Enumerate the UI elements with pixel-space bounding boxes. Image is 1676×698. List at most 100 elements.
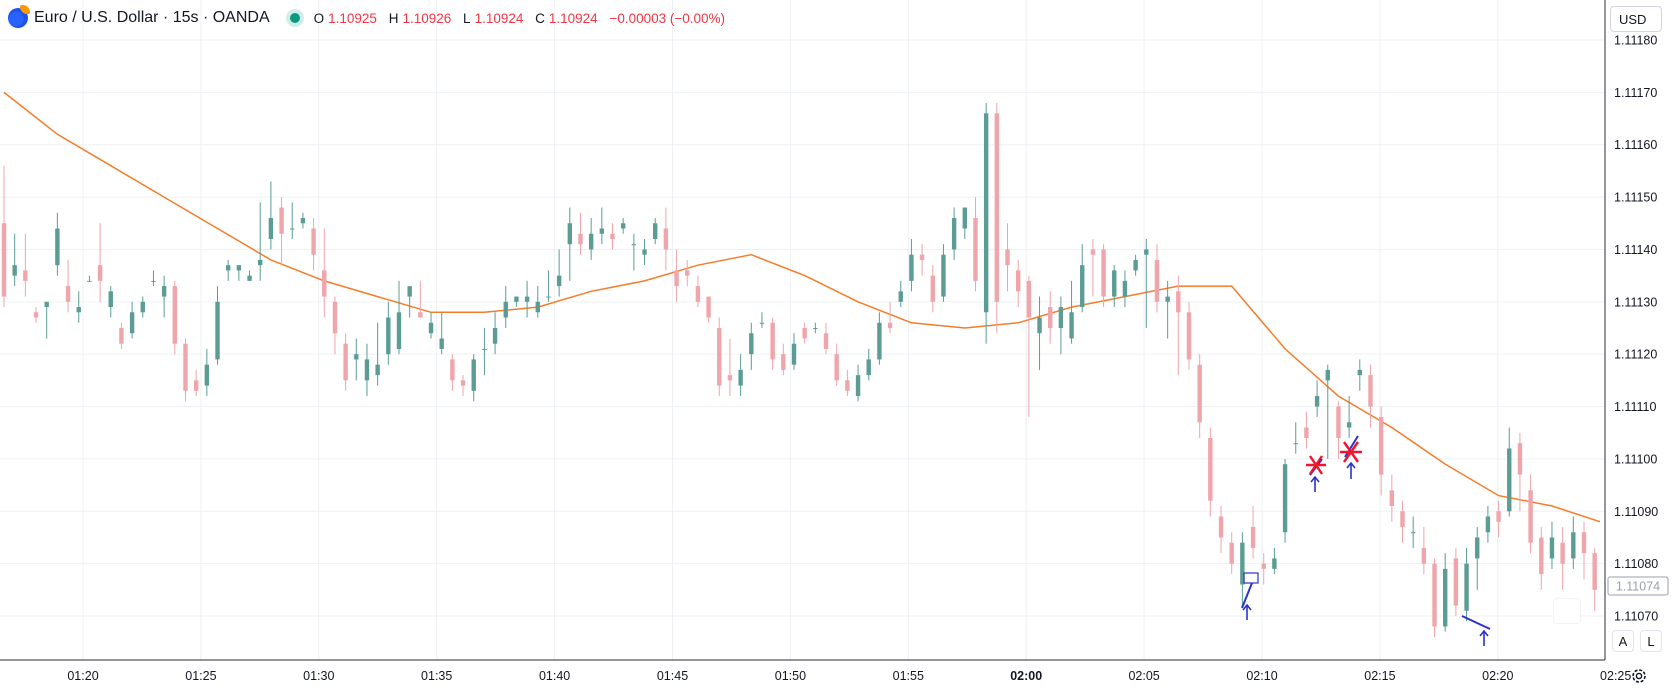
candle[interactable]: [1475, 526, 1480, 590]
drawing-trendline[interactable]: [1344, 435, 1359, 458]
candle[interactable]: [76, 291, 81, 323]
candle[interactable]: [1304, 411, 1309, 449]
candle[interactable]: [588, 218, 594, 260]
candle[interactable]: [311, 218, 316, 271]
candle[interactable]: [887, 301, 893, 334]
candle[interactable]: [450, 354, 455, 391]
candle[interactable]: [354, 338, 359, 381]
candle[interactable]: [87, 275, 92, 282]
candle[interactable]: [1165, 280, 1170, 339]
arrow-up-icon[interactable]: [1242, 603, 1252, 620]
candle[interactable]: [1240, 532, 1245, 606]
candle[interactable]: [343, 333, 348, 391]
candle[interactable]: [855, 364, 861, 402]
candle[interactable]: [247, 270, 252, 281]
candle[interactable]: [759, 312, 765, 328]
candle[interactable]: [877, 312, 882, 365]
candle[interactable]: [193, 369, 199, 397]
y-tick-label[interactable]: 1.11080: [1614, 557, 1658, 571]
candle[interactable]: [322, 228, 327, 318]
candles[interactable]: [1, 102, 1597, 637]
candle[interactable]: [268, 181, 274, 250]
candle[interactable]: [599, 207, 605, 245]
candle[interactable]: [1197, 354, 1202, 438]
candle[interactable]: [1464, 547, 1469, 622]
candle[interactable]: [556, 249, 562, 297]
candle[interactable]: [866, 348, 871, 381]
x-tick-label[interactable]: 01:20: [67, 669, 98, 683]
x-tick-label[interactable]: 02:05: [1128, 669, 1159, 683]
candle[interactable]: [1282, 458, 1288, 543]
x-tick-label[interactable]: 02:15: [1364, 669, 1395, 683]
y-tick-label[interactable]: 1.11130: [1614, 295, 1657, 309]
candle[interactable]: [183, 338, 188, 402]
arrow-up-icon[interactable]: [1346, 461, 1356, 479]
candle[interactable]: [717, 317, 722, 397]
candle[interactable]: [65, 259, 71, 313]
candle[interactable]: [1410, 516, 1416, 548]
candle[interactable]: [524, 280, 530, 318]
candle[interactable]: [1421, 526, 1427, 575]
candle[interactable]: [279, 197, 284, 266]
moving-average-line[interactable]: [3, 91, 1601, 523]
candle[interactable]: [674, 249, 679, 302]
candle[interactable]: [930, 265, 935, 313]
candle[interactable]: [962, 207, 968, 239]
y-tick-label[interactable]: 1.11180: [1614, 34, 1657, 48]
candle[interactable]: [1346, 396, 1352, 438]
y-axis-ticks[interactable]: 1.11070 1.11080 1.11090 1.11100 1.11110 1.111…: [1614, 34, 1658, 624]
x-tick-label[interactable]: 01:40: [539, 669, 570, 683]
candle[interactable]: [503, 286, 508, 328]
candle[interactable]: [1368, 364, 1373, 428]
drawing-trendline[interactable]: [1461, 615, 1491, 630]
candle[interactable]: [695, 275, 701, 308]
candle[interactable]: [1090, 238, 1096, 297]
candle[interactable]: [1, 165, 7, 308]
candle[interactable]: [1069, 280, 1074, 344]
candle[interactable]: [1453, 547, 1459, 616]
candle[interactable]: [770, 317, 775, 370]
candle[interactable]: [1250, 506, 1256, 559]
candle[interactable]: [1325, 364, 1330, 459]
candle[interactable]: [1080, 244, 1085, 313]
candle[interactable]: [1037, 296, 1042, 370]
candle[interactable]: [546, 270, 551, 302]
x-tick-label[interactable]: 01:55: [893, 669, 924, 683]
candle[interactable]: [1144, 238, 1149, 328]
drawings[interactable]: [1241, 435, 1491, 646]
candle[interactable]: [1378, 406, 1384, 496]
candle[interactable]: [290, 202, 295, 239]
star-marker-icon[interactable]: [1306, 455, 1326, 475]
gear-icon[interactable]: [1630, 667, 1648, 685]
auto-scale-button[interactable]: A: [1612, 630, 1634, 652]
candle[interactable]: [1560, 526, 1565, 590]
y-tick-label[interactable]: 1.11070: [1614, 610, 1658, 624]
candle[interactable]: [172, 280, 178, 355]
candle[interactable]: [791, 333, 797, 370]
candle[interactable]: [685, 259, 690, 287]
x-axis-ticks[interactable]: 01:20 01:25 01:30 01:35 01:40 01:45 01:50 01:55…: [67, 669, 1631, 683]
candle[interactable]: [823, 322, 829, 355]
candle[interactable]: [1133, 254, 1138, 276]
candle[interactable]: [919, 244, 925, 276]
candle[interactable]: [781, 343, 786, 376]
candle[interactable]: [407, 286, 412, 318]
candle[interactable]: [738, 354, 743, 397]
x-tick-label[interactable]: 01:30: [303, 669, 334, 683]
candle[interactable]: [620, 218, 626, 234]
candle[interactable]: [1186, 301, 1192, 370]
y-tick-label[interactable]: 1.11120: [1614, 348, 1657, 362]
candle[interactable]: [1539, 526, 1544, 590]
arrow-up-icon[interactable]: [1310, 475, 1320, 492]
candle[interactable]: [258, 202, 263, 281]
candle[interactable]: [1517, 432, 1523, 512]
candle[interactable]: [161, 275, 167, 318]
x-tick-label[interactable]: 02:25: [1600, 669, 1631, 683]
candle[interactable]: [1154, 244, 1160, 313]
candle[interactable]: [1293, 422, 1298, 454]
candle[interactable]: [33, 307, 39, 323]
candle[interactable]: [1026, 275, 1032, 418]
candle[interactable]: [834, 343, 839, 386]
y-tick-label[interactable]: 1.11140: [1614, 243, 1657, 257]
candle[interactable]: [55, 212, 60, 276]
